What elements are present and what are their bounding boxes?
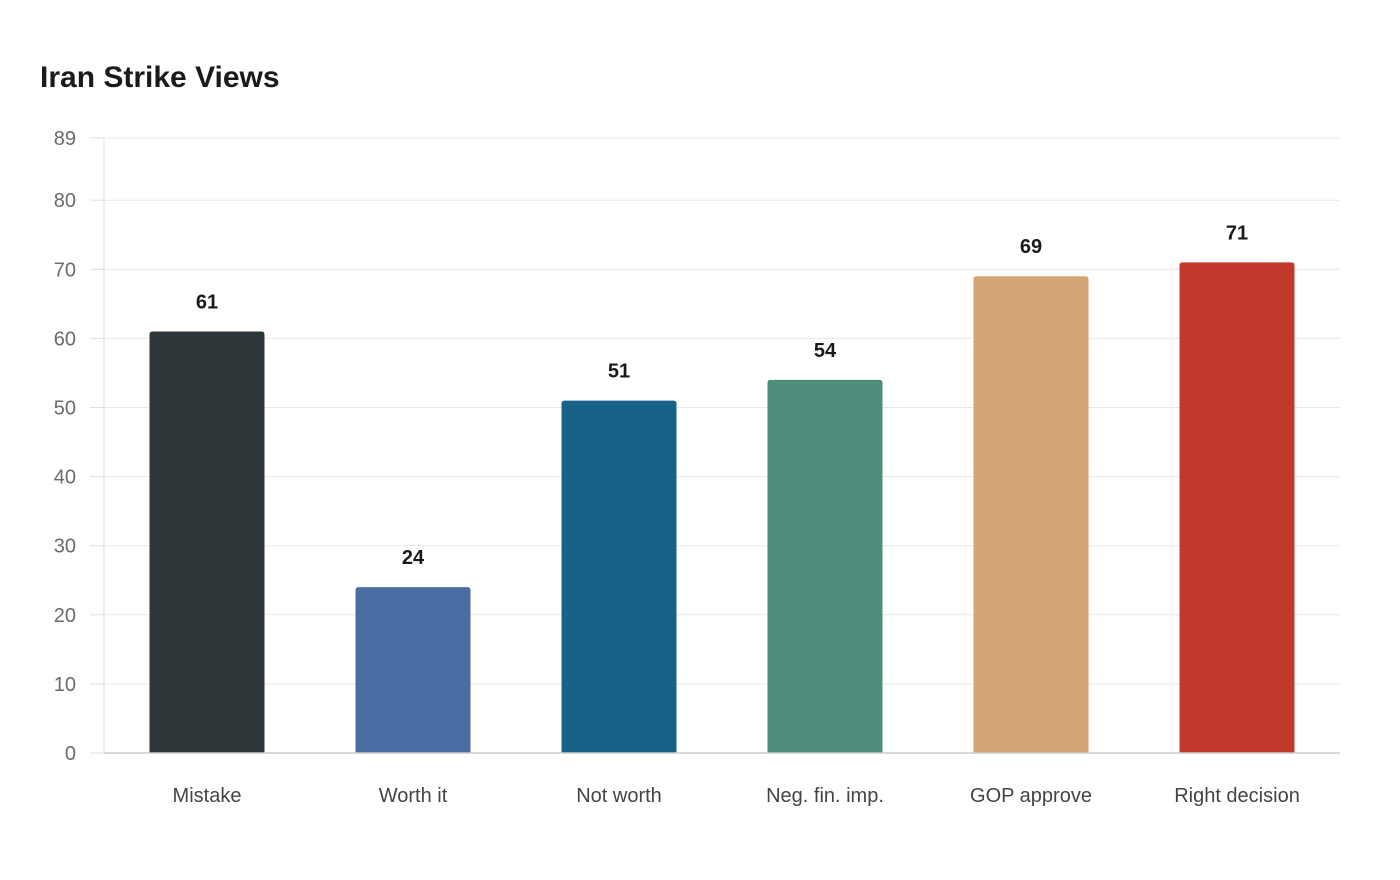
x-tick-label: Neg. fin. imp.	[766, 785, 884, 807]
y-tick-label: 89	[54, 128, 76, 150]
chart-title: Iran Strike Views	[40, 61, 280, 94]
bar-right-decision	[1179, 262, 1295, 753]
x-tick-label: Not worth	[576, 785, 662, 807]
data-label: 71	[1226, 222, 1248, 244]
y-tick-label: 30	[54, 536, 76, 558]
bars	[149, 262, 1295, 753]
y-tick-label: 80	[54, 190, 76, 212]
category-labels: Mistake Worth it Not worth Neg. fin. imp. GO…	[173, 785, 1300, 807]
y-tick-label: 20	[54, 605, 76, 627]
x-tick-label: Right decision	[1174, 785, 1300, 807]
y-tick-label: 40	[54, 467, 76, 489]
data-label: 51	[608, 361, 630, 383]
gridlines	[104, 137, 1340, 685]
x-tick-label: Worth it	[379, 785, 448, 807]
y-tick-label: 0	[65, 743, 76, 765]
data-label: 69	[1020, 236, 1042, 258]
bar-mistake	[149, 331, 265, 753]
x-tick-label: GOP approve	[970, 785, 1092, 807]
data-label: 54	[814, 340, 837, 362]
bar-gop-approve	[973, 276, 1089, 753]
y-tick-label: 70	[54, 259, 76, 281]
y-tick-label: 50	[54, 397, 76, 419]
data-label: 61	[196, 291, 218, 313]
y-tick-label: 60	[54, 328, 76, 350]
x-tick-label: Mistake	[173, 785, 242, 807]
bar-neg-fin-imp	[767, 379, 883, 753]
data-label: 24	[402, 547, 425, 569]
y-tick-label: 10	[54, 674, 76, 696]
y-axis-ticks: 0 10 20 30 40 50 60 70 80 89	[54, 128, 104, 765]
bar-worth-it	[355, 587, 471, 753]
value-labels: 61 24 51 54 69 71	[196, 222, 1248, 569]
bar-not-worth	[561, 400, 677, 753]
